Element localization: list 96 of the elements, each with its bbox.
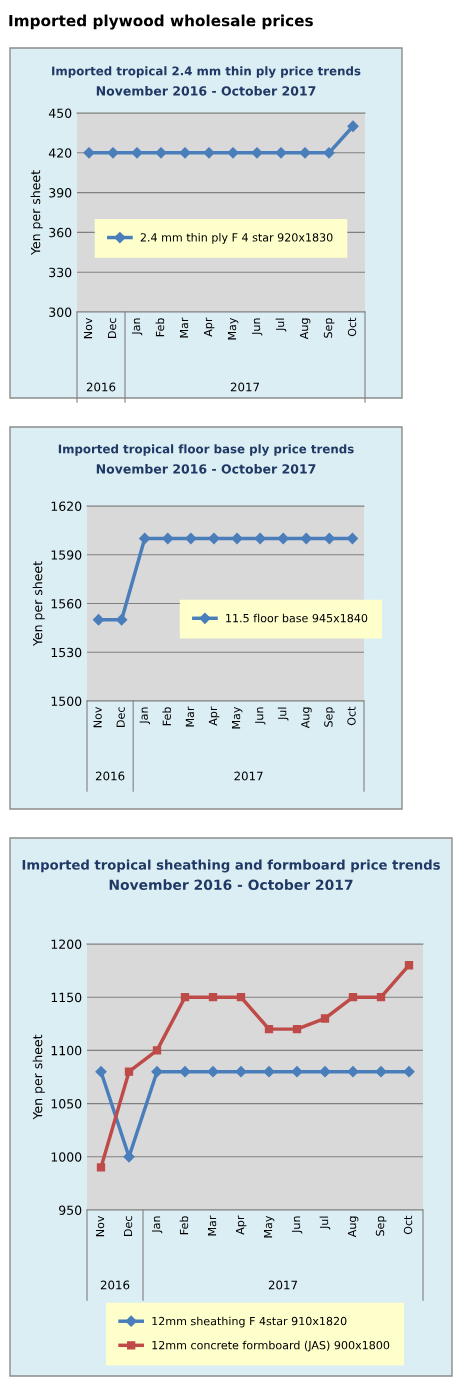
y-tick-label: 1050 [51, 1099, 82, 1109]
point [264, 1024, 274, 1034]
x-tick-label: May [232, 706, 243, 729]
point [403, 1066, 415, 1078]
legend-label: 12mm sheathing F 4star 910x1820 [152, 1316, 347, 1328]
point [236, 993, 246, 1002]
point [235, 1066, 247, 1078]
legend-label: 11.5 floor base 945x1840 [226, 613, 368, 623]
point [124, 1067, 134, 1076]
x-tick-label: Feb [162, 707, 172, 726]
legend-label: 12mm concrete formboard (JAS) 900x1800 [152, 1340, 390, 1352]
point [96, 1163, 106, 1172]
point [95, 1066, 107, 1078]
y-tick-label: 330 [49, 267, 72, 278]
text: 2016 [100, 1280, 130, 1290]
point [404, 961, 414, 970]
y-tick-label: 360 [49, 227, 72, 238]
y-tick-label: 420 [48, 148, 72, 158]
x-tick-label: Oct [347, 317, 357, 337]
y-tick-label: 1200 [51, 939, 82, 949]
point [292, 1024, 302, 1034]
x-tick-label: Dec [107, 318, 117, 338]
y-axis-title: Yen per sheet [32, 1034, 45, 1120]
y-tick-label: 1620 [51, 501, 82, 511]
x-tick-label: May [227, 317, 239, 340]
x-tick-label: Feb [179, 1216, 189, 1235]
y-tick-label: 300 [49, 307, 72, 317]
x-tick-label: Apr [235, 1215, 247, 1235]
x-tick-label: Dec [123, 1216, 133, 1236]
point [347, 1066, 359, 1078]
chart-subtitle: November 2016 - October 2017 [96, 85, 316, 96]
x-tick-label: Jun [251, 318, 263, 336]
y-tick-label: 1530 [51, 647, 82, 658]
chart-title: Imported tropical floor base ply price trends [58, 444, 354, 456]
text: 2016 [86, 382, 116, 392]
point [179, 1066, 191, 1078]
y-axis-title: Yen per sheet [30, 170, 43, 256]
x-tick-label: Nov [95, 1215, 105, 1237]
x-tick-label: Nov [93, 706, 102, 728]
x-tick-label: Jun [255, 707, 266, 725]
x-tick-label: Aug [347, 1216, 359, 1238]
legend-label: 2.4 mm thin ply F 4 star 920x1830 [140, 232, 333, 244]
point [152, 1046, 162, 1055]
x-tick-label: Sep [324, 707, 335, 727]
y-tick-label: 1560 [51, 598, 82, 609]
chart-subtitle: November 2016 - October 2017 [109, 879, 353, 891]
y-tick-label: 1000 [51, 1152, 82, 1162]
text: 2017 [234, 771, 263, 781]
point [180, 993, 190, 1002]
x-tick-label: May [263, 1215, 275, 1238]
x-tick-label: Apr [208, 706, 220, 726]
x-tick-label: Jun [291, 1216, 303, 1234]
point [291, 1066, 303, 1078]
text: 2017 [268, 1280, 298, 1290]
x-tick-label: Mar [207, 1215, 217, 1236]
x-tick-label: Jan [151, 1216, 163, 1234]
y-tick-label: 1500 [51, 696, 82, 706]
x-tick-label: Jan [139, 707, 150, 725]
point [263, 1066, 275, 1078]
x-tick-label: Jul [275, 318, 287, 332]
x-tick-label: Jul [319, 1216, 331, 1230]
y-tick-label: 1150 [51, 992, 82, 1003]
y-tick-label: 390 [49, 188, 72, 198]
x-tick-label: Nov [83, 317, 93, 339]
y-tick-label: 1590 [51, 550, 82, 560]
point [207, 1066, 219, 1078]
point [151, 1066, 163, 1078]
x-tick-label: Sep [323, 318, 335, 338]
point [375, 1066, 387, 1078]
point [319, 1066, 331, 1078]
x-tick-label: Mar [185, 706, 195, 727]
y-tick-label: 450 [48, 108, 72, 118]
x-tick-label: Mar [179, 317, 189, 338]
x-tick-label: Jan [131, 318, 143, 336]
text: Imported plywood wholesale prices [9, 14, 313, 30]
point [376, 993, 386, 1002]
x-tick-label: Oct [347, 706, 356, 726]
point [348, 993, 358, 1002]
text: 2016 [95, 771, 125, 781]
x-tick-label: Aug [299, 318, 311, 340]
x-tick-label: Dec [116, 707, 125, 727]
chart-title: Imported tropical 2.4 mm thin ply price trends [52, 66, 361, 78]
y-axis-title: Yen per sheet [32, 561, 45, 647]
point [208, 993, 218, 1002]
x-tick-label: Apr [203, 317, 215, 337]
x-tick-label: Oct [403, 1215, 413, 1235]
chart-subtitle: November 2016 - October 2017 [96, 463, 316, 474]
x-tick-label: Aug [301, 707, 312, 729]
x-tick-label: Feb [155, 318, 165, 337]
y-tick-label: 1100 [51, 1045, 82, 1056]
point [320, 1014, 330, 1023]
y-tick-label: 950 [59, 1205, 82, 1215]
x-tick-label: Sep [375, 1216, 387, 1236]
text: 2017 [230, 382, 260, 392]
x-tick-label: Jul [277, 707, 289, 721]
chart-title: Imported tropical sheathing and formboard price trends [22, 859, 440, 873]
